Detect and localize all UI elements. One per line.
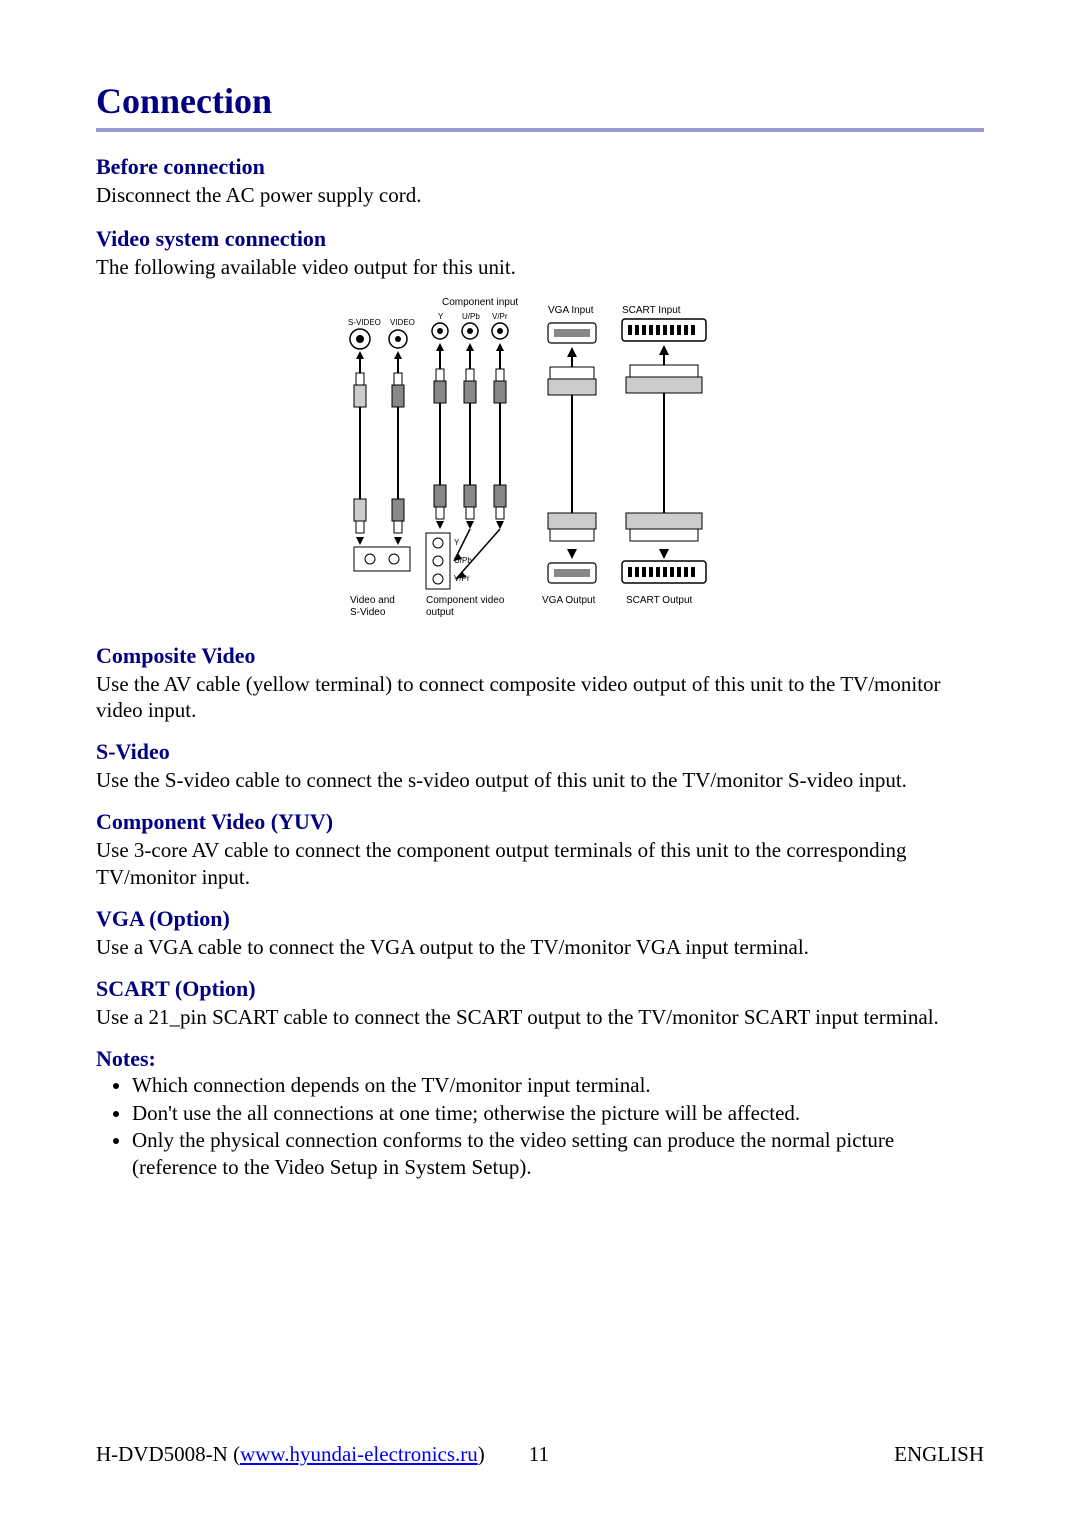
- cable-comp-y: [434, 343, 446, 529]
- label-video-svideo-bot: Video and S-Video: [350, 595, 398, 618]
- label-y-bot: Y: [454, 538, 460, 547]
- video-jack-center: [395, 336, 401, 342]
- text-component: Use 3-core AV cable to connect the compo…: [96, 837, 984, 890]
- cable-video: [392, 351, 404, 545]
- footer-url-link[interactable]: www.hyundai-electronics.ru: [240, 1442, 478, 1467]
- footer-model: H-DVD5008-N (: [96, 1442, 240, 1467]
- heading-svideo: S-Video: [96, 739, 984, 765]
- heading-scart: SCART (Option): [96, 976, 984, 1002]
- svideo-jack-center: [356, 335, 364, 343]
- label-video-top: VIDEO: [390, 318, 415, 327]
- label-vga-bot: VGA Output: [542, 595, 596, 606]
- title-rule: [96, 128, 984, 132]
- page-title: Connection: [96, 80, 984, 122]
- label-component-bot: Component video output: [426, 595, 507, 618]
- note-item: Don't use the all connections at one tim…: [132, 1100, 984, 1127]
- text-videosys: The following available video output for…: [96, 254, 984, 280]
- label-component-title: Component input: [442, 297, 518, 308]
- text-vga: Use a VGA cable to connect the VGA outpu…: [96, 934, 984, 960]
- cable-svideo: [354, 351, 366, 545]
- section-notes: Notes: Which connection depends on the T…: [96, 1046, 984, 1181]
- label-scart-top: SCART Input: [622, 305, 681, 316]
- device-box-av: [354, 547, 410, 571]
- section-composite: Composite Video Use the AV cable (yellow…: [96, 643, 984, 724]
- label-upb-top: U/Pb: [462, 312, 480, 321]
- text-before: Disconnect the AC power supply cord.: [96, 182, 984, 208]
- cable-vga: [548, 347, 596, 559]
- label-scart-bot: SCART Output: [626, 595, 693, 606]
- heading-component: Component Video (YUV): [96, 809, 984, 835]
- text-composite: Use the AV cable (yellow terminal) to co…: [96, 671, 984, 724]
- section-videosys: Video system connection The following av…: [96, 226, 984, 280]
- notes-list: Which connection depends on the TV/monit…: [96, 1072, 984, 1181]
- text-scart: Use a 21_pin SCART cable to connect the …: [96, 1004, 984, 1030]
- section-vga: VGA (Option) Use a VGA cable to connect …: [96, 906, 984, 960]
- footer-close: ): [478, 1442, 485, 1467]
- footer-lang: ENGLISH: [894, 1442, 984, 1467]
- label-vpr-top: V/Pr: [492, 312, 508, 321]
- footer-left: H-DVD5008-N (www.hyundai-electronics.ru)…: [96, 1442, 549, 1467]
- cable-comp-vpr: [494, 343, 506, 529]
- footer-page-number: 11: [529, 1442, 549, 1467]
- connection-diagram: S-VIDEO VIDEO Component input Y U/Pb V/P…: [96, 289, 984, 629]
- cable-scart: [626, 345, 702, 559]
- page-footer: H-DVD5008-N (www.hyundai-electronics.ru)…: [96, 1442, 984, 1467]
- section-scart: SCART (Option) Use a 21_pin SCART cable …: [96, 976, 984, 1030]
- heading-vga: VGA (Option): [96, 906, 984, 932]
- heading-composite: Composite Video: [96, 643, 984, 669]
- label-svideo-top: S-VIDEO: [348, 318, 381, 327]
- heading-videosys: Video system connection: [96, 226, 984, 252]
- heading-before: Before connection: [96, 154, 984, 180]
- section-before: Before connection Disconnect the AC powe…: [96, 154, 984, 208]
- diagram-svg: S-VIDEO VIDEO Component input Y U/Pb V/P…: [330, 289, 750, 629]
- section-component: Component Video (YUV) Use 3-core AV cabl…: [96, 809, 984, 890]
- section-svideo: S-Video Use the S-video cable to connect…: [96, 739, 984, 793]
- text-svideo: Use the S-video cable to connect the s-v…: [96, 767, 984, 793]
- note-item: Which connection depends on the TV/monit…: [132, 1072, 984, 1099]
- note-item: Only the physical connection conforms to…: [132, 1127, 984, 1182]
- heading-notes: Notes:: [96, 1046, 984, 1072]
- label-y-top: Y: [438, 312, 444, 321]
- label-vga-top: VGA Input: [548, 305, 594, 316]
- cable-comp-upb: [464, 343, 476, 529]
